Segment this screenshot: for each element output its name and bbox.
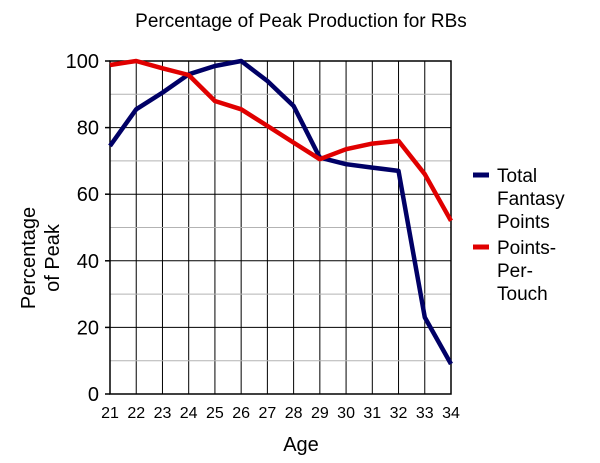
x-tick-label: 33 (416, 405, 434, 422)
x-tick-label: 21 (101, 405, 119, 422)
grid (109, 60, 452, 395)
x-tick-label: 24 (180, 405, 198, 422)
legend-label-line: Points (497, 212, 550, 233)
chart-title: Percentage of Peak Production for RBs (135, 11, 467, 32)
x-tick-label: 30 (337, 405, 355, 422)
x-tick-label: 22 (127, 405, 145, 422)
legend-label-line: Touch (497, 284, 548, 305)
legend-label-line: Points- (497, 238, 556, 259)
x-tick-label: 34 (442, 405, 460, 422)
y-tick-label: 60 (77, 184, 99, 206)
series-line-total-fantasy-points (108, 58, 453, 366)
x-tick-labels: 21 22 23 24 25 26 27 28 29 30 31 32 33 34 (101, 405, 460, 422)
y-axis-title: Percentage of Peak (18, 207, 64, 309)
legend-label-line: Fantasy (497, 189, 565, 210)
x-tick-label: 31 (363, 405, 381, 422)
x-tick-label: 23 (154, 405, 172, 422)
plot-frame (105, 60, 452, 395)
y-tick-label: 20 (77, 317, 99, 339)
x-tick-label: 28 (285, 405, 303, 422)
x-tick-label: 29 (311, 405, 329, 422)
x-tick-label: 32 (390, 405, 408, 422)
y-tick-label: 100 (66, 51, 99, 73)
legend-label-line: Per- (497, 261, 533, 282)
y-tick-labels: 0 20 40 60 80 100 (66, 51, 99, 406)
series-line-points-per-touch (109, 58, 453, 222)
y-tick-label: 80 (77, 118, 99, 140)
y-tick-label: 40 (77, 251, 99, 273)
series-layer (108, 58, 453, 366)
plot-border (109, 60, 452, 395)
x-tick-label: 27 (258, 405, 276, 422)
y-tick-label: 0 (88, 384, 99, 406)
legend-label-line: Total (497, 166, 537, 187)
y-axis-title-line: Percentage (18, 207, 40, 309)
y-axis-title-line: of Peak (42, 223, 64, 292)
x-tick-label: 26 (232, 405, 250, 422)
x-tick-label: 25 (206, 405, 224, 422)
x-axis-title: Age (283, 434, 319, 456)
